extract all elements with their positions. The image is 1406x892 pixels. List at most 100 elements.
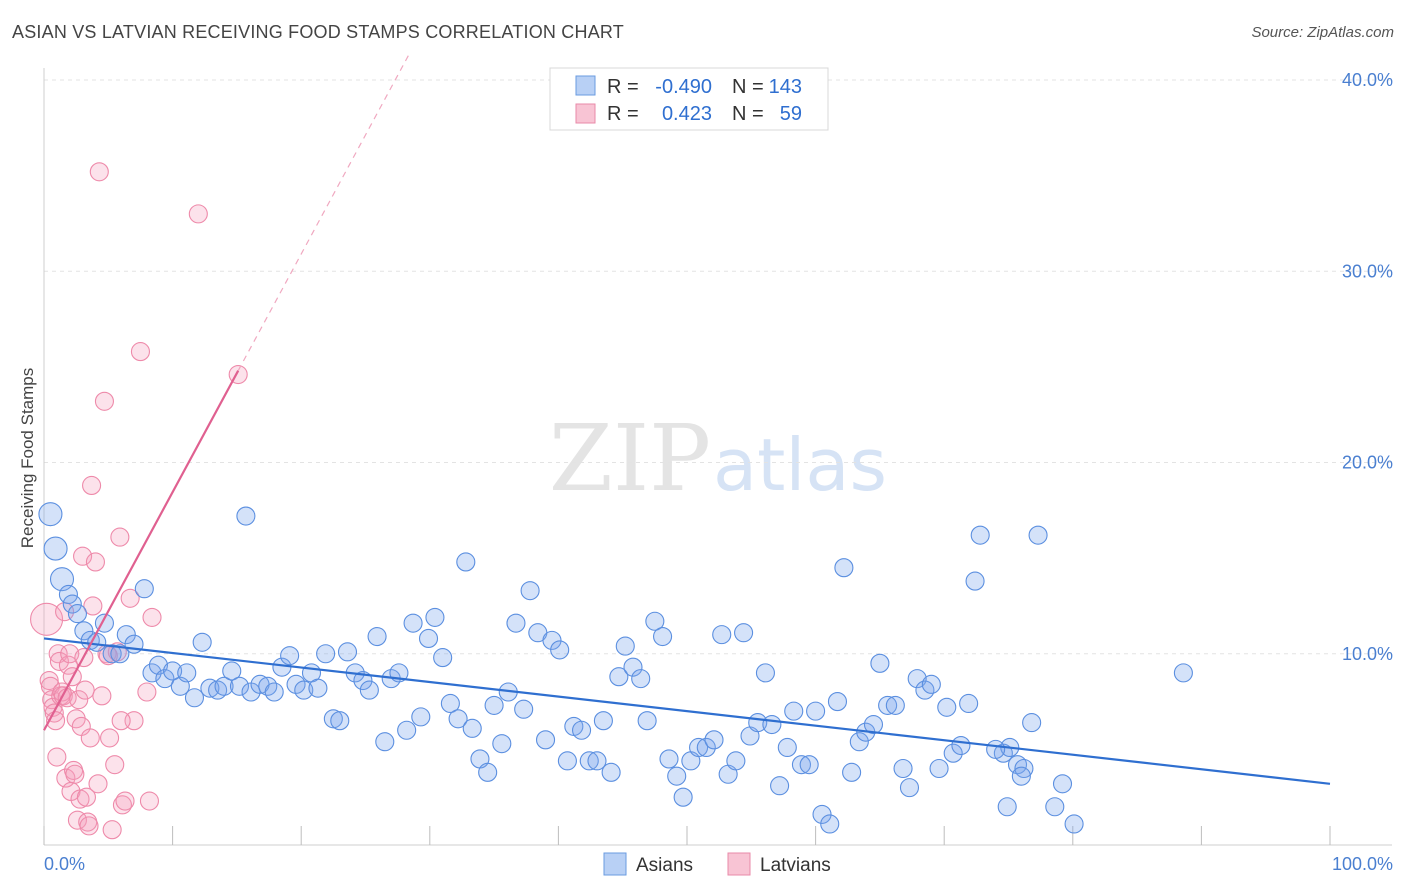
asian-point [667,766,687,786]
bottom-legend-asians-swatch [603,852,627,876]
asian-point [870,653,890,673]
asian-point [820,814,840,834]
asian-point [986,739,1006,759]
asian-point [1052,774,1073,794]
asian-point [492,734,512,754]
asian-point [834,558,854,578]
asian-point [645,611,665,631]
bottom-legend-latvians-label: Latvians [760,855,831,876]
latvian-point [139,791,160,811]
asian-point [587,751,607,771]
asian-point [433,648,453,668]
trend-lines [43,51,1331,785]
latvian-point [73,546,93,566]
asian-point [696,737,716,758]
asian-point [893,758,913,779]
asian-point [615,636,635,656]
asian-point [43,536,68,561]
asian-point [359,680,379,700]
grid [44,79,1392,655]
latvian-point [120,588,140,608]
latvian-point [80,728,100,748]
asian-point [863,714,884,735]
asian-point [49,567,75,592]
asian-point [937,697,957,717]
asian-point [448,709,468,729]
asian-point [397,720,417,740]
asian-point [142,663,162,683]
latvian-point [137,682,157,702]
latvian-point [76,787,96,807]
asian-point [192,632,212,652]
y-tick-labels: 10.0% 20.0% 30.0% 40.0% [1342,70,1393,664]
asian-point [440,693,460,714]
watermark-atlas: atlas [713,423,887,507]
asian-point [755,663,775,683]
asian-point [222,661,242,681]
x-tick-label: 0.0% [44,854,85,874]
asian-point [637,711,657,731]
asian-point [74,621,94,641]
legend-asians-r-label: R = [607,76,639,98]
asian-point [425,607,445,627]
watermark-zip: ZIP [549,405,711,512]
asian-point [929,758,949,779]
asian-point [1014,758,1034,779]
latvians-trend-extension [237,51,412,371]
asian-point [418,628,439,649]
latvian-point [142,607,162,627]
asian-point [200,678,220,698]
asian-point [514,699,534,719]
latvians-trend-line [43,370,240,731]
latvian-point [75,680,95,700]
y-tick-label: 10.0% [1342,644,1393,664]
asian-point [921,674,941,694]
asian-point [1045,797,1065,817]
asian-point [155,669,175,689]
asian-point [791,755,812,775]
asian-point [712,625,732,645]
asian-point [116,625,136,645]
asian-point [784,701,804,721]
asian-point [1011,766,1031,786]
asian-point [726,751,746,771]
asian-point [762,714,782,735]
asian-point [229,676,250,696]
asian-point [777,737,797,758]
latvian-points [30,162,248,840]
asian-point [102,644,122,664]
asian-point [579,751,599,771]
legend-latvians-r-label: R = [607,103,639,125]
asian-point [827,692,848,712]
bottom-legend-latvians-swatch [727,852,751,876]
asian-point [842,762,862,782]
legend: R = -0.490 N = 143 R = 0.423 N = 59 [549,67,829,131]
y-tick-label: 40.0% [1342,70,1393,90]
asian-point [484,695,504,715]
latvian-point [65,764,85,784]
asian-point [659,749,679,769]
asian-point [593,711,613,731]
asian-point [734,623,754,643]
asian-point [812,804,832,824]
legend-asians-n-label: N = [732,76,764,98]
latvian-point [102,820,122,840]
asian-point [965,571,985,591]
legend-asians-r-value: -0.490 [655,76,712,98]
latvian-point [89,162,109,182]
legend-latvians-swatch [575,103,596,124]
asian-points [38,502,1193,834]
y-tick-label: 20.0% [1342,453,1393,473]
bottom-legend-asians-label: Asians [636,855,693,876]
asian-point [799,755,819,775]
asian-point [236,506,256,526]
latvian-point [88,774,108,794]
latvian-point [83,596,103,616]
latvian-point [130,342,150,362]
asian-point [280,646,300,666]
latvian-point [110,527,130,547]
asian-point [609,667,629,687]
asian-point [375,732,395,752]
asian-point [264,682,284,702]
asian-point [885,695,905,715]
